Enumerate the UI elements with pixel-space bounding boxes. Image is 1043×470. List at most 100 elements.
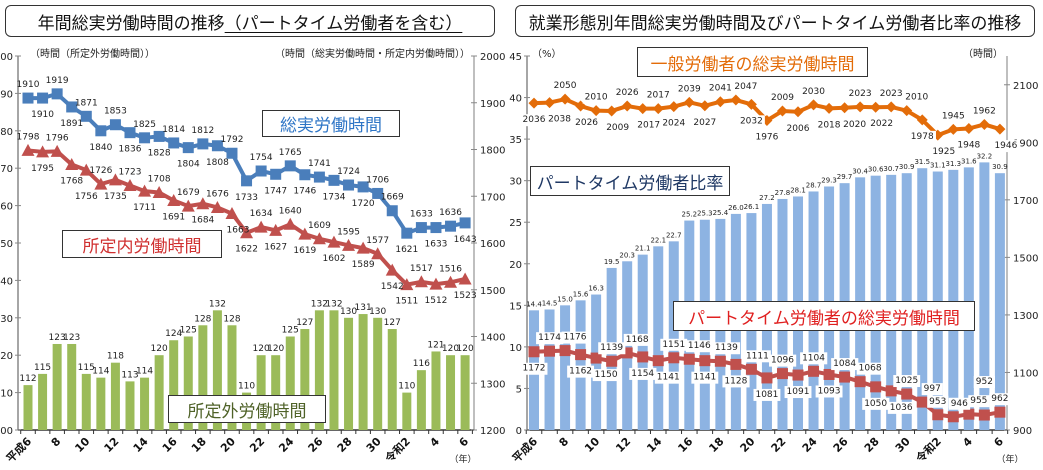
bar — [932, 171, 943, 430]
data-point-marker — [51, 88, 63, 100]
data-value-label: 1754 — [250, 153, 273, 163]
data-point-marker — [528, 97, 540, 109]
bar-value-label: 30.4 — [852, 167, 868, 175]
bar-value-label: 32.2 — [977, 152, 993, 160]
data-label-background — [520, 362, 548, 375]
data-point-marker — [196, 197, 210, 210]
data-label-background — [868, 118, 896, 131]
data-label-background — [992, 140, 1020, 153]
data-value-label: 2026 — [616, 88, 639, 98]
bar — [948, 169, 959, 430]
data-value-label: 1669 — [381, 193, 404, 203]
bar-value-label: 14.5 — [542, 299, 558, 307]
data-value-label: 953 — [929, 397, 946, 407]
data-value-label: 1765 — [279, 148, 302, 158]
data-point-marker — [808, 365, 820, 377]
data-value-label: 1589 — [352, 260, 375, 270]
data-point-marker — [197, 138, 209, 150]
data-point-marker — [932, 409, 944, 421]
data-point-marker — [65, 157, 79, 170]
x-axis-unit: （年） — [996, 453, 1023, 465]
data-point-marker — [312, 232, 326, 245]
data-label-background — [604, 121, 632, 134]
data-value-label: 1595 — [337, 227, 360, 237]
bar — [183, 336, 193, 430]
bar-value-label: 113 — [121, 370, 138, 380]
data-value-label: 1792 — [221, 135, 244, 145]
data-value-label: 1735 — [104, 192, 127, 202]
bar — [544, 309, 555, 430]
data-value-label: 1976 — [755, 132, 778, 142]
bar-value-label: 115 — [34, 363, 51, 373]
bar-value-label: 127 — [296, 318, 313, 328]
data-label-background — [573, 117, 601, 130]
bar — [560, 305, 571, 430]
data-value-label: 1050 — [864, 399, 887, 409]
data-value-label: 1910 — [31, 110, 54, 120]
data-label-background — [815, 119, 843, 132]
x-tick-label: 30 — [364, 435, 384, 455]
data-value-label: 1706 — [366, 175, 389, 185]
data-value-label: 2024 — [662, 119, 685, 129]
bar-value-label: 120 — [253, 344, 270, 354]
right-y-tick-label: 1500 — [480, 286, 505, 297]
bar — [285, 336, 295, 430]
data-point-marker — [730, 94, 742, 106]
bar — [329, 310, 339, 430]
bar-value-label: 118 — [107, 352, 124, 362]
bar-value-label: 123 — [49, 333, 66, 343]
bar — [373, 317, 383, 430]
data-point-marker — [80, 110, 92, 122]
bar-value-label: 15.0 — [557, 295, 573, 303]
bar-value-label: 28.1 — [790, 186, 806, 194]
data-value-label: 1946 — [994, 141, 1017, 151]
data-label-background — [753, 131, 781, 144]
x-tick-label: 22 — [247, 435, 267, 455]
bar-value-label: 29.3 — [821, 176, 837, 184]
data-value-label: 1891 — [60, 119, 83, 129]
data-value-label: 1691 — [162, 212, 185, 222]
x-tick-label: 16 — [160, 435, 180, 455]
data-point-marker — [963, 408, 975, 420]
data-point-marker — [761, 372, 773, 384]
data-point-marker — [885, 101, 897, 113]
left-y-tick-label: 35 — [509, 135, 522, 146]
bar — [994, 173, 1005, 431]
bar — [198, 325, 208, 430]
data-point-marker — [270, 168, 282, 180]
data-value-label: 1733 — [235, 193, 258, 203]
bar-value-label: 26.1 — [744, 203, 760, 211]
bar-value-label: 20.3 — [619, 251, 635, 259]
data-label-background — [592, 369, 620, 382]
left-y-tick-label: 45 — [509, 52, 522, 63]
bar — [653, 246, 664, 430]
bar — [300, 329, 310, 430]
data-point-marker — [590, 352, 602, 364]
data-point-marker — [313, 171, 325, 183]
x-tick-label: 22 — [769, 435, 789, 455]
x-tick-label: 平成6 — [509, 434, 540, 465]
data-value-label: 1025 — [895, 376, 918, 386]
right-y-tick-label: 900 — [1013, 426, 1032, 437]
data-label-background — [644, 89, 672, 102]
data-value-label: 1804 — [177, 160, 200, 170]
bar-value-label: 15.6 — [573, 290, 589, 298]
data-point-marker — [916, 114, 928, 126]
data-point-marker — [776, 105, 788, 117]
data-point-marker — [168, 137, 180, 149]
data-point-marker — [210, 200, 224, 213]
data-point-marker — [652, 355, 664, 367]
bar — [979, 162, 990, 431]
data-value-label: 1679 — [177, 188, 200, 198]
left-y-tick-label: 25 — [509, 218, 522, 229]
bar — [96, 377, 106, 430]
bar-value-label: 25.4 — [713, 209, 729, 217]
data-label-background — [921, 383, 943, 396]
bar-value-label: 120 — [442, 344, 459, 354]
data-value-label: 1139 — [600, 343, 623, 353]
bar-value-label: 29.7 — [837, 173, 853, 181]
data-point-marker — [544, 97, 556, 109]
right-y-tick-label: 1900 — [480, 99, 505, 110]
left-axis-unit: （時間（所定外労働時間）） — [30, 47, 155, 60]
